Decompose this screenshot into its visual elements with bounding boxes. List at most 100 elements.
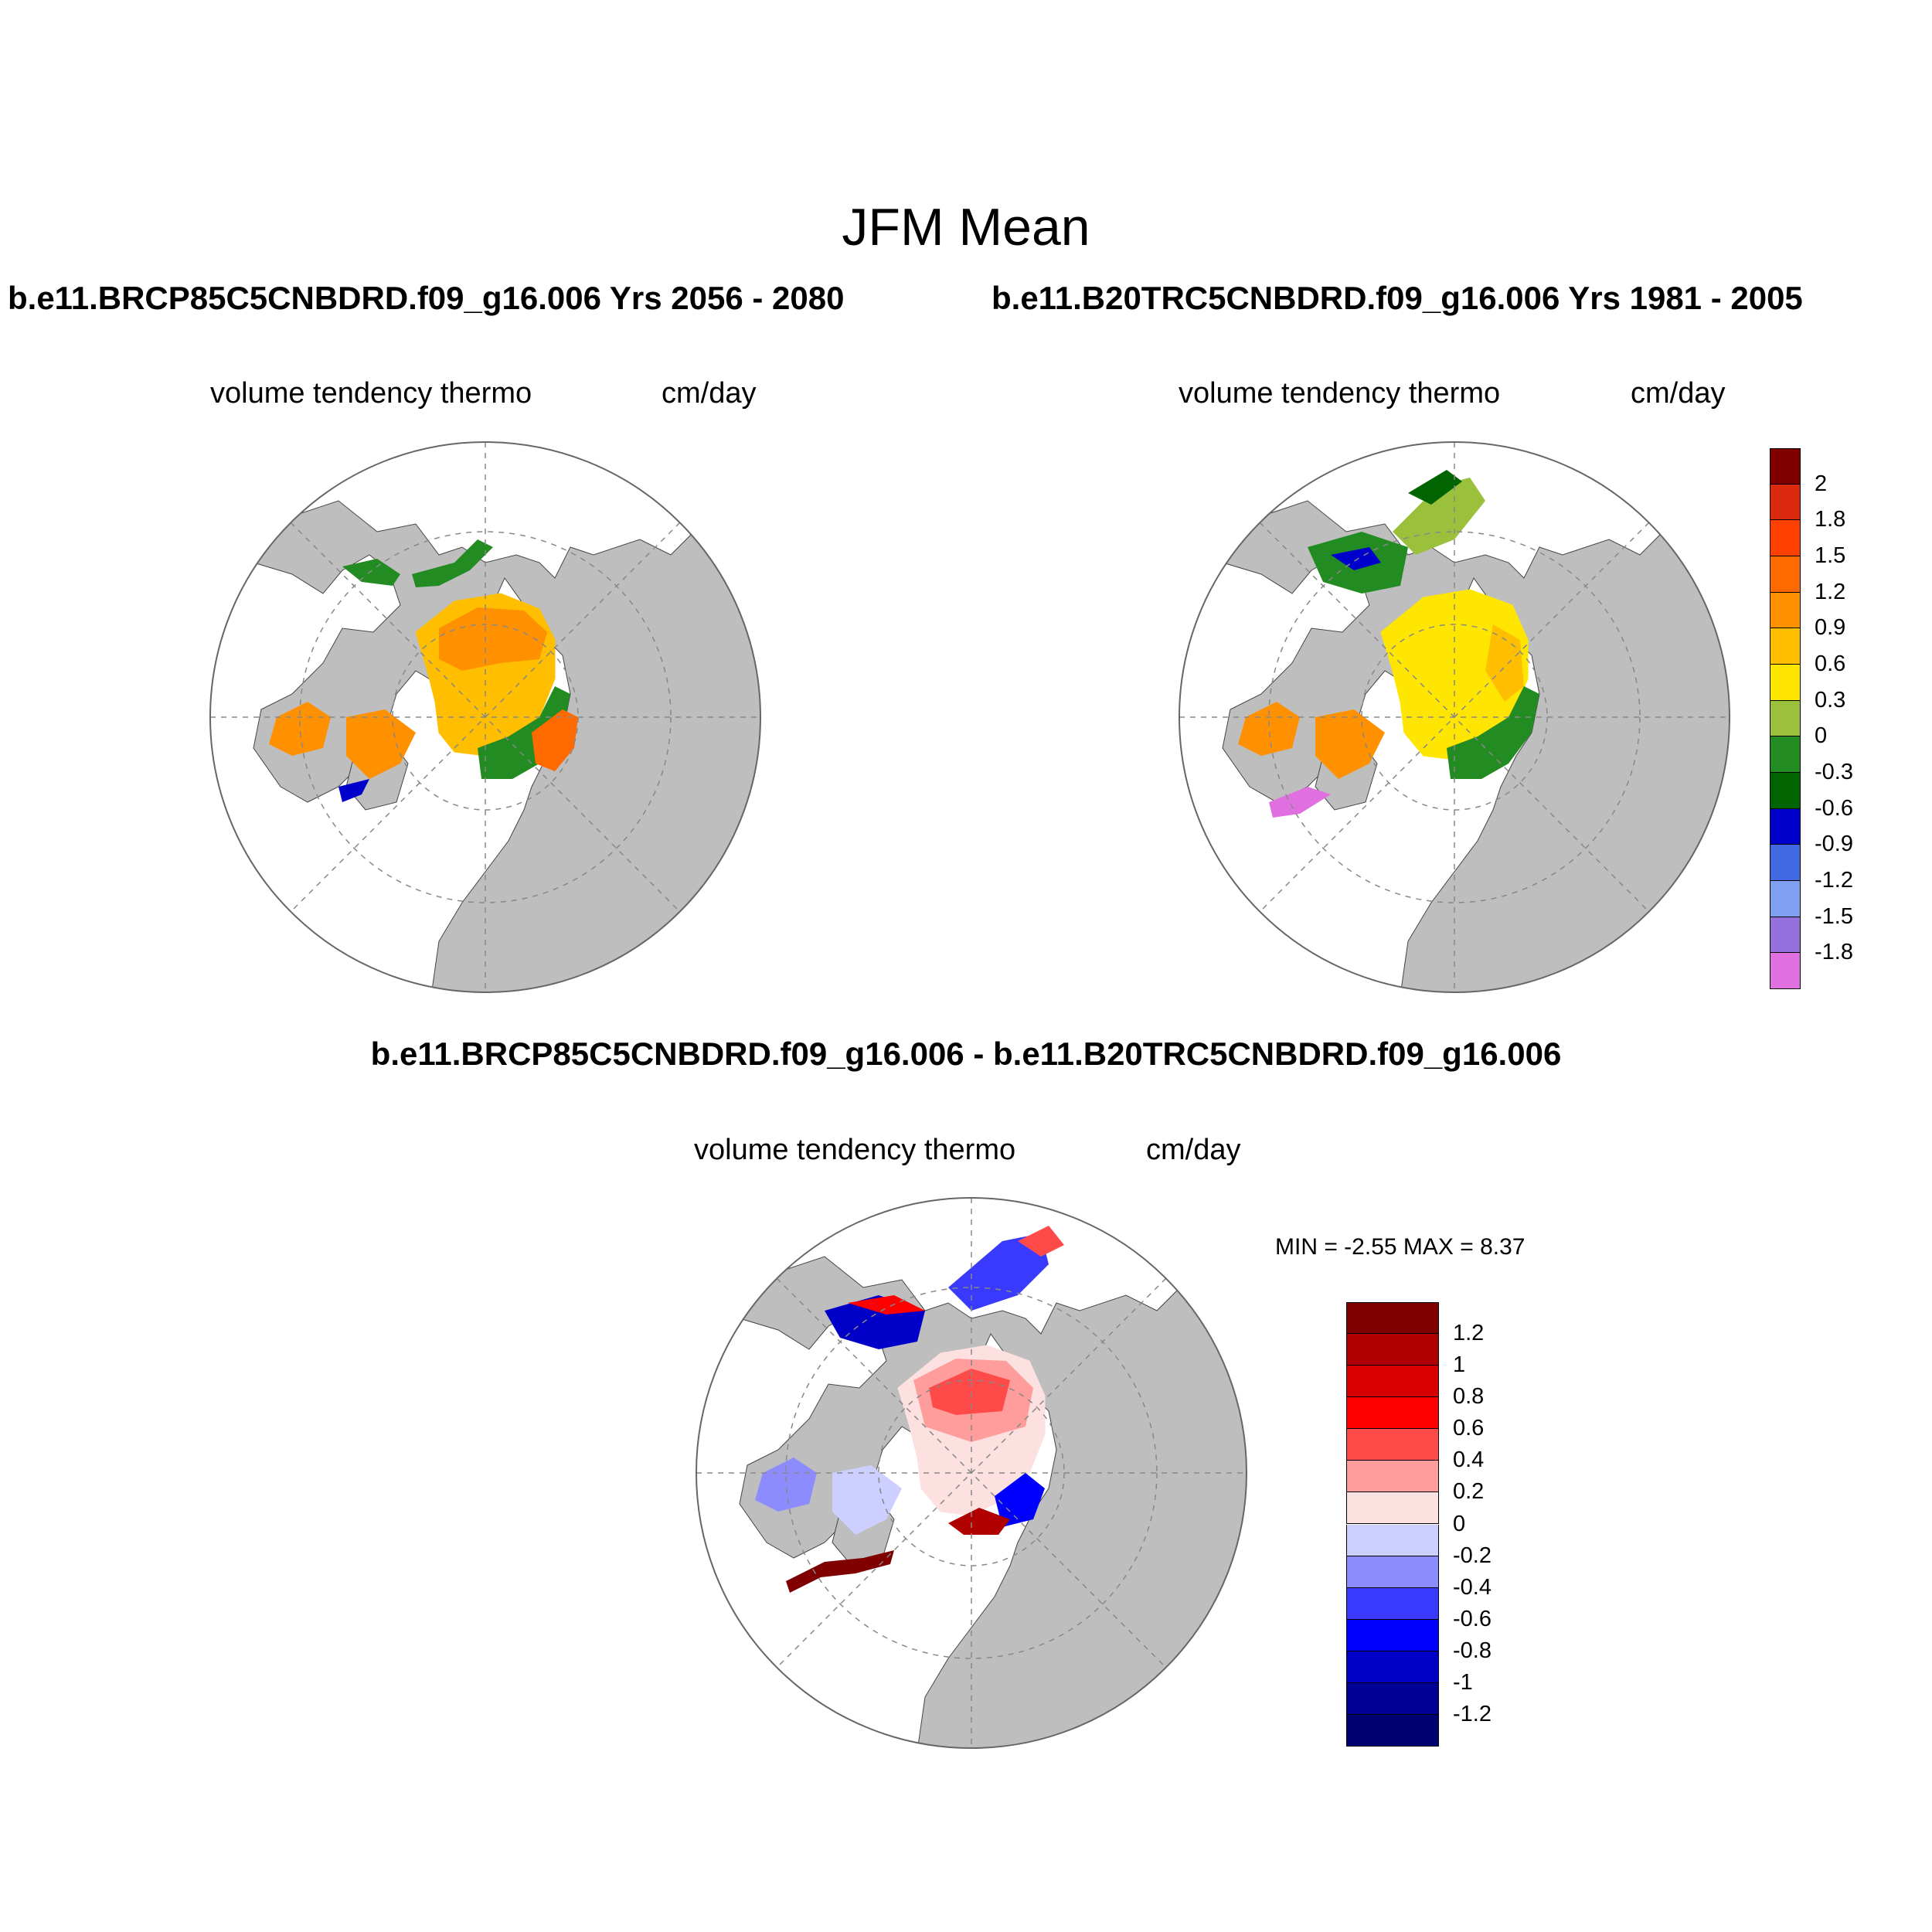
colorbar-tick-label: -1.2 xyxy=(1815,868,1853,893)
colorbar-swatch xyxy=(1770,520,1801,556)
colorbar-swatch xyxy=(1770,953,1801,989)
panel-3-variable-label: volume tendency thermo xyxy=(694,1134,1016,1166)
graticule xyxy=(1179,442,1730,992)
colorbar-swatch xyxy=(1770,773,1801,809)
panel-1-units-label: cm/day xyxy=(662,377,757,410)
colorbar-tick-label: 0 xyxy=(1453,1511,1466,1536)
diff-field-red xyxy=(929,1369,1010,1415)
difference-title: b.e11.BRCP85C5CNBDRD.f09_g16.006 - b.e11… xyxy=(370,1036,1562,1072)
ice-margin-red xyxy=(532,709,578,771)
colorbar-swatch xyxy=(1770,917,1801,954)
colorbar-swatch xyxy=(1346,1461,1439,1493)
colorbar-tick-label: -0.4 xyxy=(1453,1574,1492,1600)
colorbar-tick-label: -1.5 xyxy=(1815,903,1853,929)
bering-red xyxy=(848,1295,925,1315)
colorbar-swatch xyxy=(1346,1366,1439,1398)
map-border xyxy=(696,1197,1247,1749)
min-max-stats: MIN = -2.55 MAX = 8.37 xyxy=(1275,1234,1526,1260)
colorbar-tick-label: 1.2 xyxy=(1815,579,1846,604)
colorbar-tick-label: -1.8 xyxy=(1815,940,1853,965)
graticule xyxy=(210,442,760,992)
colorbar-tick-label: -0.9 xyxy=(1815,832,1853,857)
sea-ice-core xyxy=(439,607,547,671)
ice-edge-darkred-2 xyxy=(948,1508,1010,1535)
okhotsk-edge xyxy=(1408,470,1462,505)
okhotsk-ice xyxy=(412,539,493,587)
colorbar-swatch xyxy=(1770,592,1801,629)
colorbar-tick-label: 0.4 xyxy=(1453,1447,1485,1473)
colorbar-swatch xyxy=(1770,448,1801,485)
colorbar-tick-label: -0.2 xyxy=(1453,1543,1492,1568)
colorbar-swatch xyxy=(1346,1682,1439,1715)
colorbar-tick-label: 0 xyxy=(1815,723,1828,749)
map-border xyxy=(1179,441,1730,993)
colorbar-tick-label: 0.6 xyxy=(1815,651,1846,676)
case-a-title: b.e11.BRCP85C5CNBDRD.f09_g16.006 Yrs 205… xyxy=(8,280,845,316)
colorbar-swatch xyxy=(1770,845,1801,881)
colorbar-swatch xyxy=(1346,1492,1439,1525)
colorbar-swatch xyxy=(1346,1651,1439,1683)
colorbar-swatch xyxy=(1770,665,1801,701)
colorbar-swatch xyxy=(1770,808,1801,845)
okhotsk-red xyxy=(1018,1226,1064,1257)
colorbar-tick-label: -0.8 xyxy=(1453,1638,1492,1663)
colorbar-swatch xyxy=(1770,881,1801,917)
labrador-diff xyxy=(755,1458,817,1512)
colorbar-tick-label: 0.2 xyxy=(1453,1479,1485,1505)
land-mass xyxy=(696,1256,1247,1748)
colorbar-absolute: 2 1.8 1.5 1.2 0.9 0.6 0.3 0 -0.3 -0.6 -0.9 -1.2 -1.5… xyxy=(1770,448,1862,989)
colorbar-tick-label: -0.3 xyxy=(1815,760,1853,784)
colorbar-tick-label: 0.8 xyxy=(1453,1384,1485,1410)
colorbar-swatch xyxy=(1770,736,1801,773)
polar-map-difference xyxy=(696,1197,1247,1749)
figure-title: JFM Mean xyxy=(842,198,1090,257)
map-border xyxy=(209,441,761,993)
colorbar-tick-label: 1.2 xyxy=(1453,1321,1485,1346)
ice-margin-orange xyxy=(1485,624,1524,702)
ice-margin-green xyxy=(1447,686,1539,779)
colorbar-swatch xyxy=(1346,1334,1439,1366)
colorbar-swatch xyxy=(1770,700,1801,737)
labrador-ice xyxy=(1238,702,1300,756)
colorbar-tick-label: 0.9 xyxy=(1815,615,1846,641)
colorbar-tick-label: -0.6 xyxy=(1815,795,1853,821)
colorbar-swatch xyxy=(1346,1587,1439,1620)
colorbar-swatch xyxy=(1346,1556,1439,1588)
panel-2-variable-label: volume tendency thermo xyxy=(1179,377,1501,410)
colorbar-swatch xyxy=(1346,1397,1439,1430)
colorbar-tick-label: -1.2 xyxy=(1453,1701,1492,1726)
panel-3-units-label: cm/day xyxy=(1146,1134,1241,1166)
colorbar-swatch xyxy=(1770,628,1801,665)
case-b-title: b.e11.B20TRC5CNBDRD.f09_g16.006 Yrs 1981… xyxy=(992,280,1803,316)
ice-edge-darkred xyxy=(786,1550,894,1593)
hudson-diff xyxy=(832,1465,902,1535)
colorbar-tick-label: -0.6 xyxy=(1453,1606,1492,1631)
colorbar-tick-label: 1 xyxy=(1453,1352,1466,1378)
colorbar-swatch xyxy=(1770,484,1801,521)
colorbar-swatch xyxy=(1346,1429,1439,1461)
colorbar-difference: 1.2 1 0.8 0.6 0.4 0.2 0 -0.2 -0.4 -0.6 -0.8 -1 -1.2 xyxy=(1346,1302,1501,1747)
hudson-ice xyxy=(1315,709,1385,779)
colorbar-swatch xyxy=(1346,1524,1439,1556)
ice-edge-violet xyxy=(1269,787,1331,818)
colorbar-tick-label: 1.8 xyxy=(1815,507,1846,532)
bering-ice xyxy=(342,559,400,586)
hudson-ice xyxy=(346,709,416,779)
graticule xyxy=(696,1198,1247,1748)
colorbar-tick-label: 1.5 xyxy=(1815,543,1846,568)
okhotsk-diff xyxy=(948,1233,1049,1311)
polar-map-future xyxy=(209,441,761,993)
colorbar-tick-label: 0.6 xyxy=(1453,1416,1485,1441)
colorbar-swatch xyxy=(1346,1302,1439,1335)
polar-map-historical xyxy=(1179,441,1730,993)
colorbar-swatch xyxy=(1346,1714,1439,1747)
colorbar-swatch xyxy=(1346,1619,1439,1651)
colorbar-tick-label: 2 xyxy=(1815,471,1828,496)
labrador-ice xyxy=(269,702,331,756)
ice-margin-green xyxy=(478,686,570,779)
ice-edge-blue xyxy=(338,779,369,802)
barents-diff-blue xyxy=(995,1473,1045,1527)
panel-1-variable-label: volume tendency thermo xyxy=(210,377,532,410)
colorbar-swatch xyxy=(1770,556,1801,593)
colorbar-tick-label: 0.3 xyxy=(1815,687,1846,713)
